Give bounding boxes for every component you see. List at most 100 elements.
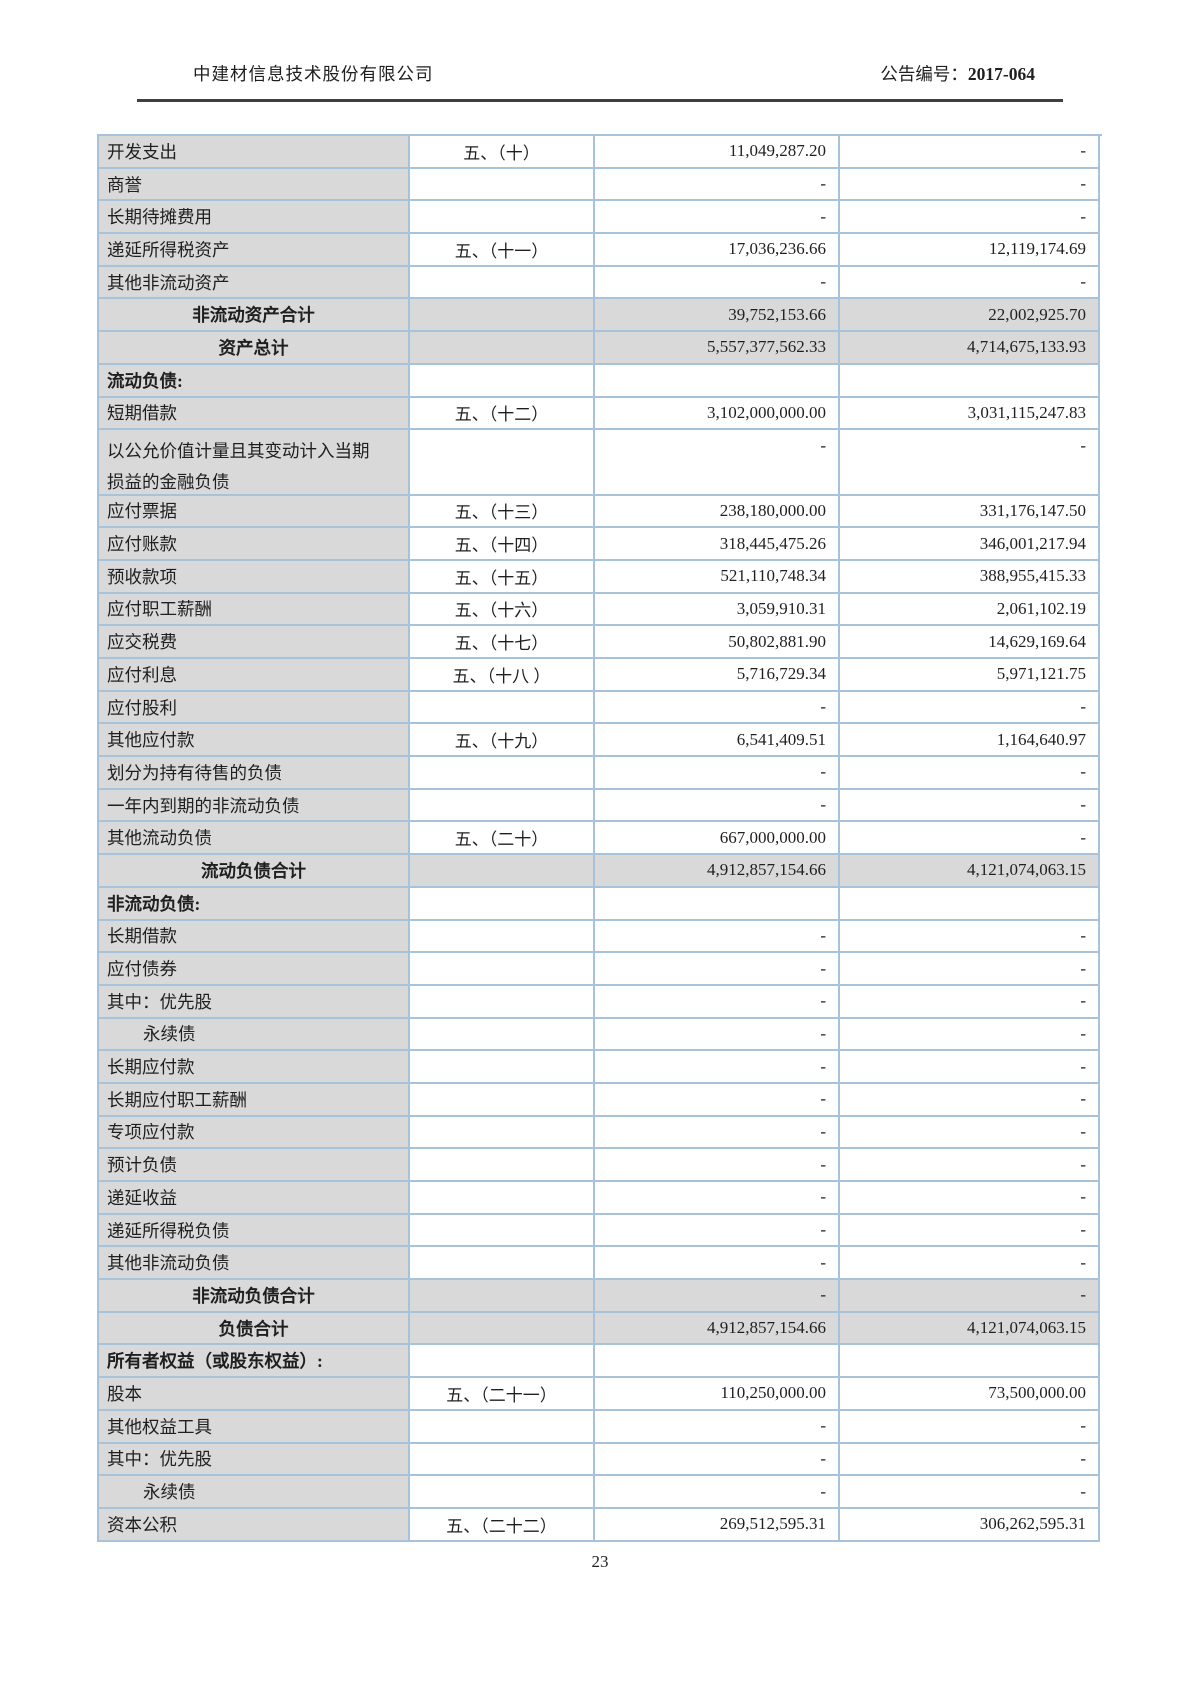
amount-current-text: - <box>820 174 826 194</box>
item-label: 商誉 <box>99 168 410 202</box>
amount-prior: 5,971,121.75 <box>840 659 1100 692</box>
amount-current: - <box>595 1051 840 1084</box>
amount-current-text: - <box>820 1121 826 1141</box>
item-label-text: 永续债 <box>143 1482 196 1503</box>
item-label-text: 其中：优先股 <box>107 991 212 1012</box>
item-label: 应付债券 <box>99 953 410 986</box>
item-label-text: 长期应付款 <box>107 1057 195 1078</box>
amount-prior: 388,955,415.33 <box>840 560 1100 594</box>
amount-current-text: 5,557,377,562.33 <box>707 337 826 357</box>
amount-current-text: 4,912,857,154.66 <box>707 1318 826 1338</box>
amount-prior: - <box>840 1116 1100 1150</box>
table-row: 递延所得税资产 五、（十一） 17,036,236.66 12,119,174.69 <box>99 234 1102 267</box>
item-label: 流动负债: <box>99 364 410 398</box>
amount-prior: 2,061,102.19 <box>840 593 1100 627</box>
note-ref-text: 五、（十五） <box>454 568 549 588</box>
amount-prior: - <box>840 1018 1100 1052</box>
table-row: 应付职工薪酬 五、（十六） 3,059,910.31 2,061,102.19 <box>99 593 1102 627</box>
amount-prior-text: 388,955,415.33 <box>979 566 1086 586</box>
table-row: 应付债券 - - <box>99 953 1102 986</box>
amount-prior: 1,164,640.97 <box>840 724 1100 758</box>
amount-current: 3,102,000,000.00 <box>595 397 840 431</box>
item-label-text: 所有者权益（或股东权益）: <box>107 1351 323 1372</box>
amount-prior-text: 14,629,169.64 <box>988 631 1086 651</box>
amount-current-text: 269,512,595.31 <box>719 1514 826 1534</box>
table-row: 资本公积 五、（二十二） 269,512,595.31 306,262,595.31 <box>99 1508 1102 1542</box>
amount-prior-text: - <box>1080 206 1086 226</box>
item-label: 应付利息 <box>99 659 410 692</box>
table-row: 股本 五、（二十一） 110,250,000.00 73,500,000.00 <box>99 1378 1102 1411</box>
item-label-text: 应付债券 <box>107 959 177 980</box>
note-ref: 五、（十三） <box>410 495 595 529</box>
note-ref <box>410 1280 595 1313</box>
amount-prior-text: 346,001,217.94 <box>979 533 1086 553</box>
amount-current-text: 17,036,236.66 <box>728 239 826 259</box>
item-label: 专项应付款 <box>99 1116 410 1150</box>
table-row: 其他流动负债 五、（二十） 667,000,000.00 - <box>99 822 1102 856</box>
amount-prior-text: - <box>1080 991 1086 1011</box>
amount-prior: 4,121,074,063.15 <box>840 1312 1100 1346</box>
item-label: 非流动资产合计 <box>99 299 410 333</box>
note-ref <box>410 1051 595 1084</box>
amount-prior-text: 331,176,147.50 <box>979 500 1086 520</box>
amount-current: - <box>595 168 840 202</box>
item-label-text: 应付职工薪酬 <box>107 599 212 620</box>
amount-prior-text: 4,121,074,063.15 <box>967 1318 1086 1338</box>
amount-current: 4,912,857,154.66 <box>595 855 840 888</box>
item-label: 负债合计 <box>99 1312 410 1346</box>
note-ref-text: 五、（十九） <box>454 732 549 752</box>
amount-prior: - <box>840 822 1100 856</box>
page-header: 中建材信息技术股份有限公司 公告编号：2017-064 <box>137 58 1063 88</box>
item-label: 其他流动负债 <box>99 822 410 856</box>
note-ref <box>410 691 595 725</box>
item-label: 永续债 <box>99 1476 410 1509</box>
amount-current-text: - <box>820 697 826 717</box>
item-label: 资产总计 <box>99 332 410 365</box>
note-ref <box>410 1116 595 1150</box>
note-ref-text: 五、（二十二） <box>446 1516 557 1536</box>
amount-current: - <box>595 953 840 986</box>
note-ref <box>410 855 595 888</box>
notice-number-block: 公告编号：2017-064 <box>880 61 1063 86</box>
amount-prior-text: - <box>1080 1285 1086 1305</box>
item-label: 长期应付款 <box>99 1051 410 1084</box>
amount-current-text: - <box>820 1023 826 1043</box>
amount-prior <box>840 1345 1100 1379</box>
table-row: 长期应付职工薪酬 - - <box>99 1083 1102 1117</box>
item-label: 短期借款 <box>99 397 410 431</box>
item-label: 递延收益 <box>99 1182 410 1215</box>
amount-prior: - <box>840 789 1100 823</box>
table-row: 划分为持有待售的负债 - - <box>99 757 1102 790</box>
header-rule <box>137 99 1063 102</box>
amount-current: - <box>595 1476 840 1509</box>
amount-prior-text: 306,262,595.31 <box>979 1514 1086 1534</box>
amount-current: 3,059,910.31 <box>595 593 840 627</box>
note-ref: 五、（十七） <box>410 626 595 660</box>
amount-current: 6,541,409.51 <box>595 724 840 758</box>
item-label-text: 专项应付款 <box>107 1122 195 1143</box>
note-ref-text: 五、（十六） <box>454 601 549 621</box>
amount-prior-text: 2,061,102.19 <box>996 598 1086 618</box>
note-ref-text: 五、（十一） <box>454 241 549 261</box>
note-ref <box>410 364 595 398</box>
note-ref <box>410 266 595 300</box>
amount-current-text: - <box>820 1187 826 1207</box>
note-ref: 五、（十五） <box>410 560 595 594</box>
amount-current-text: - <box>820 1056 826 1076</box>
item-label-text: 长期待摊费用 <box>107 207 212 228</box>
amount-current-text: - <box>820 762 826 782</box>
amount-current: - <box>595 1083 840 1117</box>
amount-prior-text: - <box>1080 1481 1086 1501</box>
amount-current <box>595 1345 840 1379</box>
note-ref-text: 五、（十二） <box>454 405 549 425</box>
amount-current: - <box>595 430 840 496</box>
amount-current: - <box>595 1443 840 1477</box>
amount-current: - <box>595 1018 840 1052</box>
note-ref <box>410 757 595 790</box>
table-row: 非流动资产合计 39,752,153.66 22,002,925.70 <box>99 299 1102 333</box>
amount-prior-text: - <box>1080 762 1086 782</box>
amount-current-text: - <box>820 1416 826 1436</box>
item-label: 预计负债 <box>99 1149 410 1183</box>
item-label-text: 其他非流动负债 <box>107 1253 230 1274</box>
item-label: 其中：优先股 <box>99 1443 410 1477</box>
